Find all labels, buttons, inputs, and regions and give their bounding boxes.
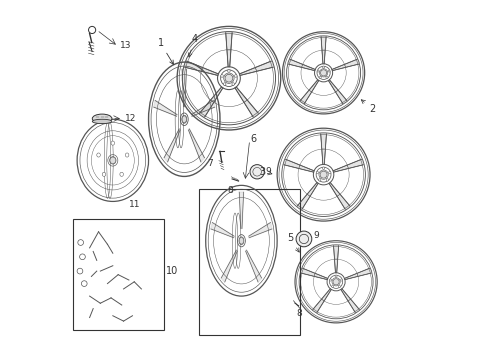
Circle shape [341,279,343,281]
Circle shape [232,83,235,85]
Circle shape [235,75,237,77]
Polygon shape [221,250,237,282]
Circle shape [335,275,337,277]
Polygon shape [249,222,272,238]
Polygon shape [211,222,234,238]
Polygon shape [182,69,187,107]
Polygon shape [289,59,315,71]
Text: 8: 8 [227,186,233,195]
Text: 2: 2 [361,100,375,114]
Circle shape [317,70,319,72]
Ellipse shape [111,141,115,145]
Circle shape [328,70,330,72]
Text: 10: 10 [166,266,178,276]
Polygon shape [321,134,326,165]
Circle shape [250,165,264,179]
Ellipse shape [182,116,186,123]
Polygon shape [313,289,331,312]
Circle shape [320,171,327,178]
Circle shape [333,279,339,285]
Polygon shape [328,80,347,103]
Circle shape [318,179,321,181]
Circle shape [329,171,331,174]
Text: 7: 7 [207,159,213,168]
Polygon shape [329,183,350,209]
Polygon shape [164,129,180,162]
Text: 5: 5 [287,233,299,252]
Polygon shape [199,87,223,117]
Text: 11: 11 [129,200,141,209]
Polygon shape [185,61,219,76]
Ellipse shape [97,153,100,157]
Circle shape [320,70,327,76]
Text: 12: 12 [124,114,136,123]
Circle shape [339,285,341,288]
Polygon shape [235,87,258,117]
Polygon shape [297,183,318,209]
Polygon shape [226,33,232,67]
Circle shape [316,171,318,174]
Polygon shape [301,268,328,280]
Bar [198,189,300,336]
Ellipse shape [102,172,106,176]
Polygon shape [189,129,204,162]
Text: 8: 8 [296,309,302,318]
Polygon shape [333,159,363,172]
Circle shape [225,74,233,82]
Polygon shape [245,250,262,282]
Ellipse shape [239,237,244,244]
Text: 9: 9 [266,167,271,176]
Ellipse shape [92,119,112,123]
Circle shape [296,231,312,247]
Text: 4: 4 [188,35,197,57]
Text: 3: 3 [259,167,272,177]
Polygon shape [300,80,319,103]
Text: 13: 13 [120,41,131,50]
Ellipse shape [120,172,123,176]
Circle shape [332,285,334,288]
Ellipse shape [92,114,112,123]
Text: 1: 1 [157,38,173,64]
Polygon shape [239,192,244,229]
Text: 6: 6 [250,134,256,144]
Ellipse shape [125,153,129,157]
Polygon shape [344,268,371,280]
Polygon shape [332,59,359,71]
Circle shape [319,76,321,78]
Polygon shape [334,246,339,273]
Circle shape [228,69,230,72]
Polygon shape [321,37,326,64]
Circle shape [322,167,325,169]
Circle shape [322,66,324,68]
Circle shape [326,179,329,181]
Ellipse shape [110,157,116,164]
Polygon shape [240,61,273,76]
Polygon shape [341,289,359,312]
Circle shape [223,83,226,85]
Polygon shape [154,100,177,116]
Bar [73,219,164,330]
Polygon shape [284,159,314,172]
Circle shape [330,279,332,281]
Circle shape [220,75,223,77]
Circle shape [326,76,328,78]
Text: 9: 9 [314,231,319,240]
Polygon shape [192,100,215,116]
